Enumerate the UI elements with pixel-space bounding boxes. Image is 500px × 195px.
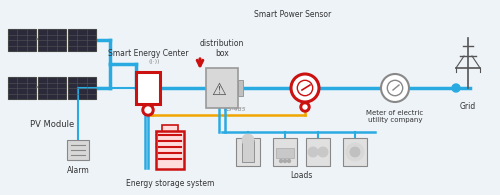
Circle shape [291,74,319,102]
FancyBboxPatch shape [38,29,66,51]
Circle shape [298,80,312,96]
FancyBboxPatch shape [68,29,96,51]
Text: ·: · [35,33,39,47]
Circle shape [300,102,310,112]
Text: Grid: Grid [460,102,476,111]
FancyBboxPatch shape [8,29,36,51]
Text: distribution
box: distribution box [200,39,244,58]
Circle shape [452,84,460,92]
Circle shape [318,147,328,157]
Circle shape [288,160,290,162]
FancyBboxPatch shape [68,77,96,99]
Text: ·: · [35,81,39,95]
Text: Loads: Loads [290,171,312,180]
Text: ⚠: ⚠ [212,81,226,99]
Circle shape [308,147,318,157]
FancyBboxPatch shape [276,148,294,158]
Text: PV Module: PV Module [30,120,74,129]
Circle shape [145,107,151,113]
FancyBboxPatch shape [242,140,254,162]
Circle shape [284,160,286,162]
Circle shape [388,80,402,96]
FancyBboxPatch shape [306,138,330,166]
FancyBboxPatch shape [136,72,160,104]
Circle shape [346,143,364,161]
Circle shape [142,104,154,116]
FancyBboxPatch shape [238,80,243,96]
Text: ((·)): ((·)) [148,59,160,64]
Text: Energy storage system: Energy storage system [126,179,214,188]
FancyBboxPatch shape [273,138,297,166]
FancyBboxPatch shape [38,77,66,99]
Text: Smart Power Sensor: Smart Power Sensor [254,10,332,19]
FancyBboxPatch shape [343,138,367,166]
Circle shape [381,74,409,102]
Circle shape [242,134,254,146]
Text: RS-485: RS-485 [224,107,246,112]
Circle shape [350,147,360,157]
Circle shape [280,160,282,162]
FancyBboxPatch shape [8,77,36,99]
FancyBboxPatch shape [156,131,184,169]
Text: Smart Energy Center: Smart Energy Center [108,49,188,58]
FancyBboxPatch shape [162,125,178,132]
FancyBboxPatch shape [206,68,238,108]
Text: RS-485: RS-485 [156,128,161,148]
Text: Meter of electric
utility company: Meter of electric utility company [366,110,424,123]
FancyBboxPatch shape [67,140,89,160]
Circle shape [303,105,307,109]
Text: Alarm: Alarm [66,166,90,175]
FancyBboxPatch shape [236,138,260,166]
